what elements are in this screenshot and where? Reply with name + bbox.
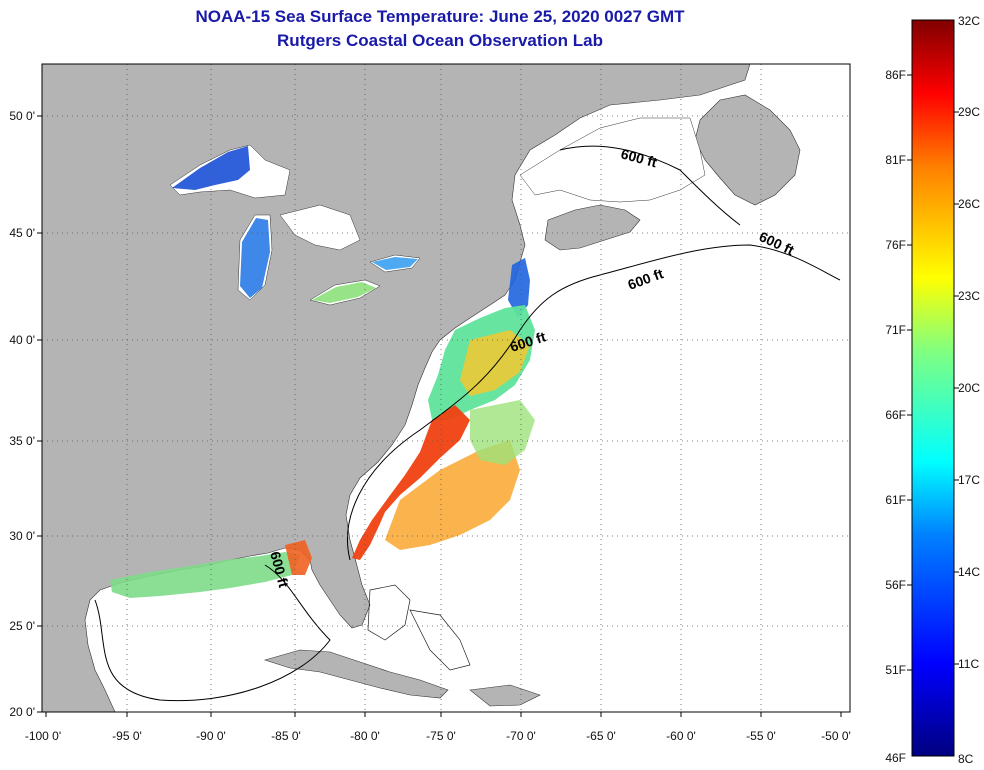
lon-tick-label: -55 0' (746, 729, 776, 743)
axis-tick-marks (37, 115, 842, 717)
sst-lake-ontario (372, 257, 418, 270)
newfoundland-land (694, 94, 801, 206)
sst-lake-superior (172, 146, 250, 190)
lat-tick-label: 25 0' (9, 619, 35, 633)
cuba-land (263, 649, 449, 699)
lon-tick-label: -90 0' (196, 729, 226, 743)
fahrenheit-label: 66F (885, 408, 906, 422)
sst-gulf-of-maine (508, 258, 530, 318)
lake-huron (279, 204, 361, 251)
map-graticule (42, 64, 850, 712)
temperature-colorbar (911, 19, 955, 757)
lon-tick-label: -80 0' (350, 729, 380, 743)
lat-tick-label: 20 0' (9, 705, 35, 719)
celsius-label: 11C (958, 657, 979, 671)
fahrenheit-label: 81F (885, 153, 906, 167)
celsius-label: 29C (958, 105, 980, 119)
lon-tick-label: -65 0' (586, 729, 616, 743)
fahrenheit-label: 46F (885, 751, 906, 765)
lon-tick-label: -50 0' (821, 729, 851, 743)
celsius-label: 17C (958, 473, 980, 487)
lon-tick-label: -85 0' (271, 729, 301, 743)
celsius-label: 26C (958, 197, 980, 211)
fahrenheit-label: 56F (885, 578, 906, 592)
fahrenheit-label: 61F (885, 493, 906, 507)
longitude-axis: -100 0' -95 0' -90 0' -85 0' -80 0' -75 … (25, 729, 851, 743)
lon-tick-label: -95 0' (112, 729, 142, 743)
sst-offshore-warm (385, 440, 520, 550)
lon-tick-label: -60 0' (666, 729, 696, 743)
celsius-label: 8C (958, 752, 974, 766)
celsius-label: 20C (958, 381, 980, 395)
sst-lake-michigan (240, 218, 270, 298)
lat-tick-label: 35 0' (9, 434, 35, 448)
celsius-label: 32C (958, 14, 980, 28)
sst-slope-water (460, 330, 530, 396)
map-subtitle: Rutgers Coastal Ocean Observation Lab (277, 31, 603, 50)
isobath-600ft (94, 145, 841, 702)
celsius-label: 23C (958, 289, 980, 303)
latitude-axis: 50 0' 45 0' 40 0' 35 0' 30 0' 25 0' 20 0… (9, 109, 35, 719)
colorbar-celsius-labels: 32C 29C 26C 23C 20C 17C 14C 11C 8C (958, 14, 980, 766)
sst-offshore-cool (470, 400, 535, 465)
sst-gulf-warm (285, 540, 312, 575)
lat-tick-label: 50 0' (9, 109, 35, 123)
lat-tick-label: 30 0' (9, 529, 35, 543)
lat-tick-label: 45 0' (9, 226, 35, 240)
nova-scotia-land (544, 204, 641, 251)
lon-tick-label: -70 0' (506, 729, 536, 743)
lon-tick-label: -100 0' (25, 729, 61, 743)
map-frame (41, 63, 851, 713)
map-title: NOAA-15 Sea Surface Temperature: June 25… (195, 7, 685, 26)
sst-gulf-stream (352, 405, 470, 560)
lat-tick-label: 40 0' (9, 333, 35, 347)
celsius-label: 14C (958, 565, 980, 579)
sst-gulf-of-mexico (110, 552, 300, 598)
hispaniola-land (469, 684, 541, 707)
sst-lake-erie (312, 282, 376, 303)
bahamas-banks (367, 584, 471, 671)
fahrenheit-label: 76F (885, 238, 906, 252)
colorbar-tick-marks (907, 74, 959, 671)
fahrenheit-label: 51F (885, 663, 906, 677)
fahrenheit-label: 86F (885, 68, 906, 82)
colorbar-fahrenheit-labels: 86F 81F 76F 71F 66F 61F 56F 51F 46F (885, 68, 906, 765)
lon-tick-label: -75 0' (426, 729, 456, 743)
fahrenheit-label: 71F (885, 323, 906, 337)
